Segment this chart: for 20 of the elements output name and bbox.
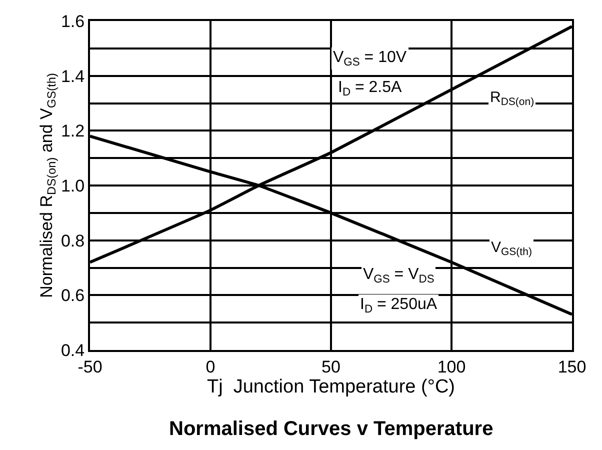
x-tick-label: -50 [78, 357, 102, 376]
x-tick-label: 50 [322, 357, 340, 376]
x-tick-label: 100 [437, 357, 466, 376]
annotation: I$_{D}$ = 2.5A [338, 79, 402, 98]
annotation: I$_{D}$ = 250uA [360, 296, 438, 316]
y-tick-label: 0.6 [60, 286, 85, 306]
y-tick-label: 1.4 [60, 66, 85, 86]
text: Normalised Curves v Temperature [169, 418, 494, 440]
annotation: V$_{GS}$ = V$_{DS}$ [363, 266, 434, 286]
y-tick-label: 1.2 [60, 122, 85, 141]
series-label: R$_{DS(on)}$ [490, 89, 534, 108]
x-axis-title: Tj Junction Temperature (°C) [206, 376, 456, 398]
y-tick-label: 0.4 [60, 340, 85, 360]
series-label: V$_{GS(th)}$ [491, 239, 532, 258]
annotation: V$_{GS}$ = 10V [333, 49, 407, 68]
text: 1.0 [60, 176, 85, 196]
y-tick-label: 0.8 [60, 231, 85, 250]
y-tick-label: 1.6 [60, 12, 85, 31]
x-tick-label: 150 [558, 357, 586, 376]
x-tick-label: 0 [206, 357, 216, 376]
